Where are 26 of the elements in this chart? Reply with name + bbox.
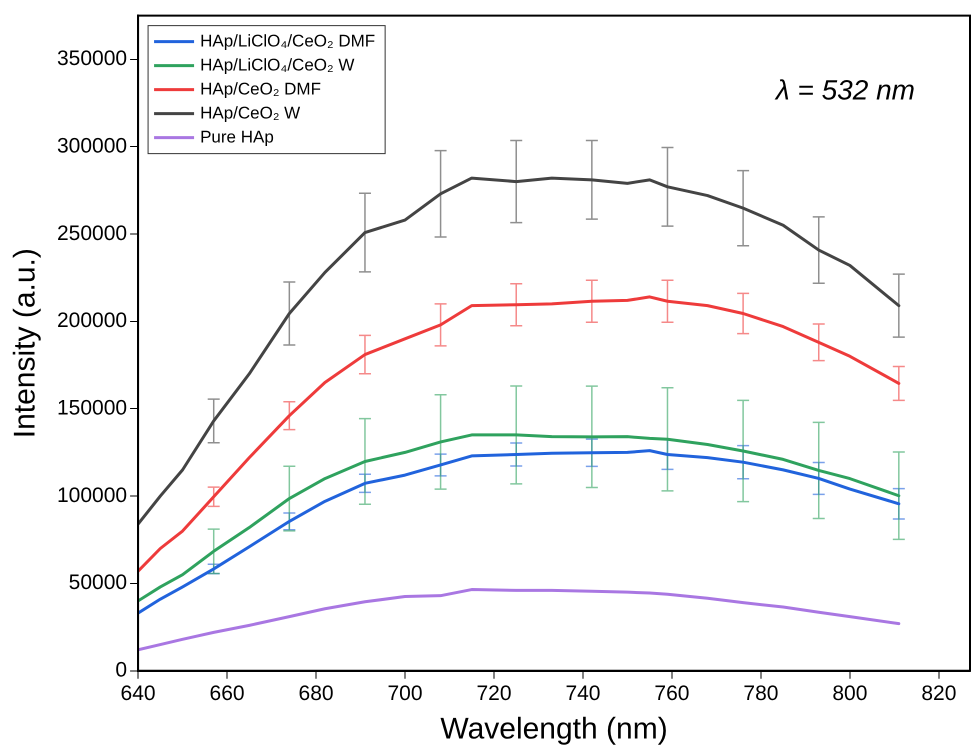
x-tick-label: 640 bbox=[120, 682, 156, 706]
x-axis-title: Wavelength (nm) bbox=[440, 712, 668, 746]
y-tick-label: 250000 bbox=[56, 222, 128, 245]
x-tick-label: 660 bbox=[210, 682, 245, 706]
x-tick-label: 760 bbox=[654, 682, 690, 706]
x-tick-label: 720 bbox=[476, 682, 512, 706]
legend-label: Pure HAp bbox=[200, 127, 274, 146]
x-tick-label: 700 bbox=[387, 682, 423, 706]
legend-label: HAp/CeO₂ W bbox=[200, 103, 300, 122]
x-tick-label: 820 bbox=[921, 682, 956, 706]
x-tick-label: 680 bbox=[298, 682, 334, 706]
legend-label: HAp/LiClO₄/CeO₂ W bbox=[200, 55, 354, 74]
y-tick-label: 0 bbox=[115, 658, 128, 682]
y-tick-label: 200000 bbox=[56, 309, 128, 332]
annotation: λ = 532 nm bbox=[774, 74, 915, 106]
y-tick-label: 50000 bbox=[68, 571, 128, 594]
y-axis-title: Intensity (a.u.) bbox=[8, 248, 42, 438]
y-tick-label: 100000 bbox=[56, 484, 128, 507]
legend-label: HAp/CeO₂ DMF bbox=[200, 79, 321, 98]
x-tick-label: 780 bbox=[743, 682, 778, 706]
y-tick-label: 300000 bbox=[56, 134, 128, 158]
y-tick-label: 350000 bbox=[56, 47, 128, 70]
legend-label: HAp/LiClO₄/CeO₂ DMF bbox=[200, 31, 376, 50]
x-tick-label: 740 bbox=[565, 682, 600, 706]
y-tick-label: 150000 bbox=[56, 396, 128, 420]
x-tick-label: 800 bbox=[832, 682, 868, 706]
